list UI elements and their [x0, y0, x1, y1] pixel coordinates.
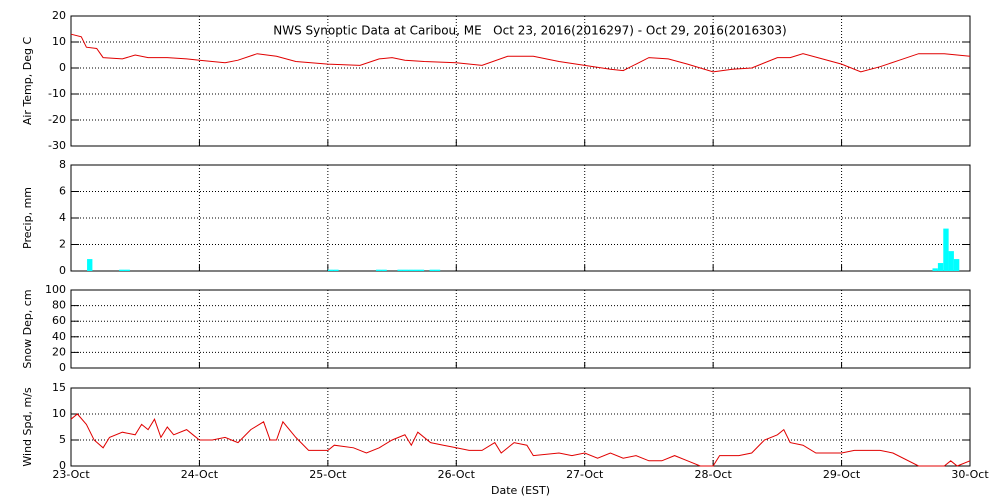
- y-tick-label: 0: [59, 361, 66, 374]
- bar: [376, 269, 382, 271]
- bar: [953, 259, 960, 271]
- x-tick-label: 29-Oct: [823, 468, 861, 481]
- bar: [408, 269, 414, 271]
- bar: [87, 259, 93, 271]
- y-axis-label: Snow Dep, cm: [21, 289, 34, 368]
- bar: [124, 269, 130, 271]
- y-tick-label: 20: [52, 345, 66, 358]
- bar: [333, 269, 339, 271]
- bar: [119, 269, 125, 271]
- plot-frame: [70, 164, 971, 272]
- y-tick-label: 10: [52, 35, 66, 48]
- y-tick-label: 0: [59, 264, 66, 277]
- bar: [402, 269, 409, 271]
- y-tick-label: -30: [48, 139, 66, 152]
- x-tick-label: 28-Oct: [694, 468, 732, 481]
- y-axis-label: Precip, mm: [21, 187, 34, 249]
- x-tick-label: 24-Oct: [181, 468, 219, 481]
- bar: [434, 269, 441, 271]
- y-tick-label: 0: [59, 61, 66, 74]
- plot-frame: [70, 387, 971, 467]
- y-axis-label: Air Temp, Deg C: [21, 37, 34, 126]
- x-tick-label: 27-Oct: [566, 468, 604, 481]
- bar: [932, 268, 938, 271]
- bar: [418, 269, 425, 271]
- y-tick-label: 4: [59, 211, 66, 224]
- bar: [413, 269, 419, 271]
- x-tick-label: 23-Oct: [52, 468, 90, 481]
- y-tick-label: 40: [52, 330, 66, 343]
- y-tick-label: -10: [48, 87, 66, 100]
- y-axis-label: Wind Spd, m/s: [21, 387, 34, 467]
- plot-frame: [70, 289, 971, 369]
- y-tick-label: 0: [59, 459, 66, 472]
- x-tick-label: 26-Oct: [438, 468, 476, 481]
- bar: [381, 269, 387, 271]
- x-tick-label: 25-Oct: [309, 468, 347, 481]
- x-tick-label: 30-Oct: [951, 468, 989, 481]
- plot-frame: [70, 15, 971, 147]
- bar: [397, 269, 403, 271]
- data-line: [70, 33, 971, 73]
- chart-title: NWS Synoptic Data at Caribou, ME Oct 23,…: [273, 24, 787, 38]
- bar: [937, 263, 944, 271]
- y-tick-label: 100: [45, 283, 66, 296]
- bar: [327, 269, 334, 271]
- x-axis-label: Date (EST): [491, 484, 550, 497]
- y-tick-label: 20: [52, 9, 66, 22]
- data-line: [70, 413, 971, 467]
- y-tick-label: 5: [59, 433, 66, 446]
- y-tick-label: -20: [48, 113, 66, 126]
- y-tick-label: 6: [59, 185, 66, 198]
- bar: [429, 269, 435, 271]
- y-tick-label: 8: [59, 158, 66, 171]
- bar: [948, 251, 954, 271]
- y-tick-label: 15: [52, 381, 66, 394]
- y-tick-label: 80: [52, 299, 66, 312]
- y-tick-label: 2: [59, 238, 66, 251]
- y-tick-label: 10: [52, 407, 66, 420]
- bar: [943, 228, 949, 271]
- y-tick-label: 60: [52, 314, 66, 327]
